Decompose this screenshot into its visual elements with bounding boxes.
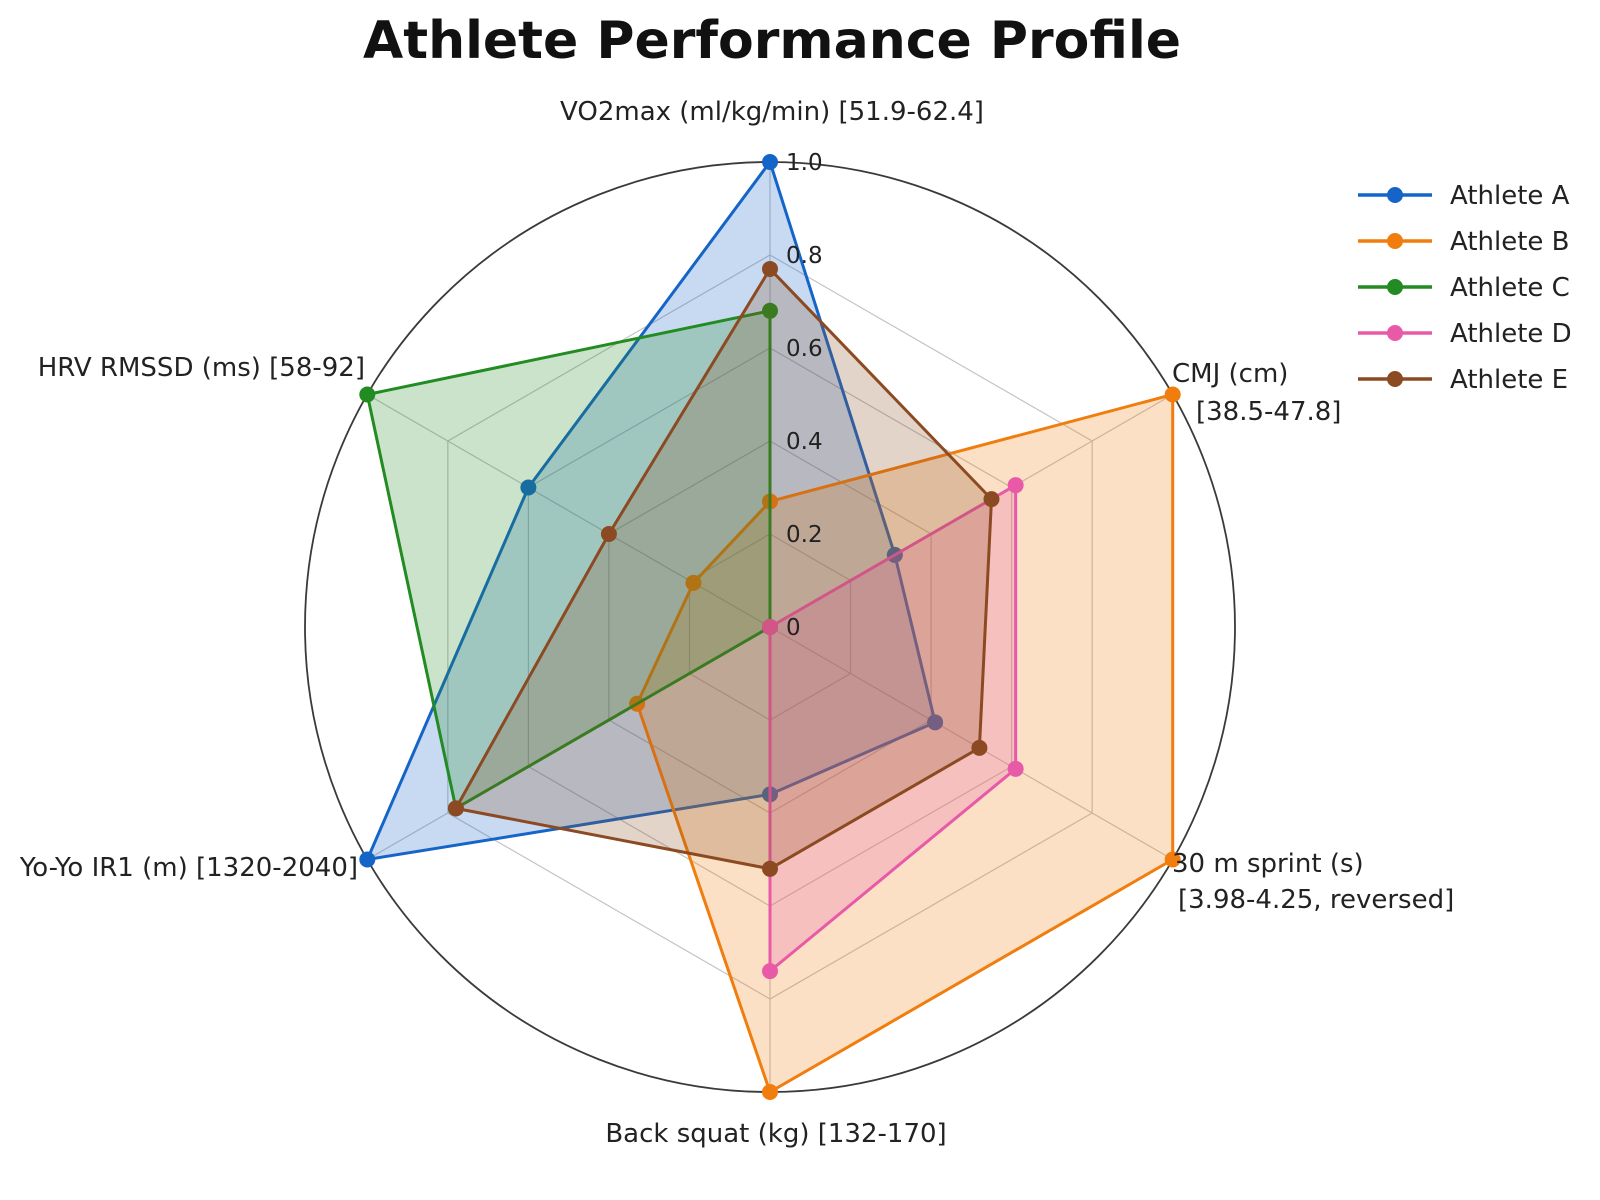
- radial-tick-label: 1.0: [786, 150, 823, 176]
- legend-label: Athlete D: [1450, 319, 1572, 349]
- data-point: [1164, 386, 1181, 403]
- radial-tick-label: 0.6: [786, 336, 823, 362]
- legend: Athlete A Athlete B Athlete C Athlete D Athl…: [1358, 181, 1572, 395]
- legend-item: Athlete B: [1358, 227, 1570, 257]
- data-point: [983, 491, 1000, 508]
- spoke-5: [366, 393, 771, 628]
- data-point: [762, 302, 778, 319]
- data-point: [762, 1084, 778, 1100]
- spoke-2: [769, 626, 1174, 861]
- data-point: [359, 851, 376, 868]
- data-point: [762, 619, 778, 635]
- legend-label: Athlete A: [1450, 181, 1570, 211]
- axis-label: Yo-Yo IR1 (m) [1320-2040]: [19, 853, 358, 883]
- legend-item: Athlete D: [1358, 319, 1572, 349]
- data-point: [1007, 760, 1024, 777]
- legend-label: Athlete E: [1450, 365, 1568, 395]
- axis-labels: VO2max (ml/kg/min) [51.9-62.4] CMJ (cm) [3…: [19, 97, 1454, 1149]
- data-point: [971, 739, 988, 756]
- series-athlete-d: [762, 477, 1024, 980]
- legend-item: Athlete E: [1358, 365, 1568, 395]
- legend-swatch-marker: [1387, 233, 1403, 249]
- data-point: [927, 714, 944, 731]
- radial-tick-label: 0.2: [786, 522, 823, 548]
- data-point: [520, 479, 537, 496]
- series-area: [367, 162, 936, 860]
- radial-tick-labels: 0 0.2 0.4 0.6 0.8 1.0: [786, 150, 823, 641]
- legend-swatch-marker: [1387, 325, 1403, 341]
- data-point: [762, 963, 778, 980]
- data-point: [685, 574, 702, 591]
- axis-label: Back squat (kg) [132-170]: [605, 1119, 946, 1149]
- legend-item: Athlete C: [1358, 273, 1570, 303]
- data-point: [359, 386, 376, 403]
- data-point: [762, 154, 778, 170]
- legend-label: Athlete B: [1450, 227, 1570, 257]
- data-point: [447, 800, 464, 817]
- data-point: [762, 860, 778, 877]
- radial-tick-label: 0: [786, 615, 801, 641]
- legend-swatch-marker: [1387, 371, 1403, 387]
- axis-label: CMJ (cm) [38.5-47.8]: [1172, 359, 1341, 427]
- legend-swatch-marker: [1387, 279, 1403, 295]
- series-area: [770, 485, 1016, 972]
- legend-item: Athlete A: [1358, 181, 1570, 211]
- data-point: [1164, 851, 1181, 868]
- radial-tick-label: 0.4: [786, 429, 823, 455]
- legend-label: Athlete C: [1450, 273, 1570, 303]
- series-athlete-e: [447, 260, 1000, 877]
- legend-swatch-marker: [1387, 187, 1403, 203]
- series-area: [455, 268, 992, 869]
- axis-label: VO2max (ml/kg/min) [51.9-62.4]: [560, 97, 984, 127]
- axis-label: HRV RMSSD (ms) [58-92]: [38, 353, 365, 383]
- data-point: [762, 260, 778, 277]
- chart-title: Athlete Performance Profile: [363, 11, 1181, 71]
- radial-tick-label: 0.8: [786, 243, 823, 269]
- data-point: [1007, 477, 1024, 494]
- axis-label: 30 m sprint (s) [3.98-4.25, reversed]: [1172, 849, 1454, 915]
- series-layer: [359, 154, 1181, 1100]
- data-point: [600, 526, 617, 542]
